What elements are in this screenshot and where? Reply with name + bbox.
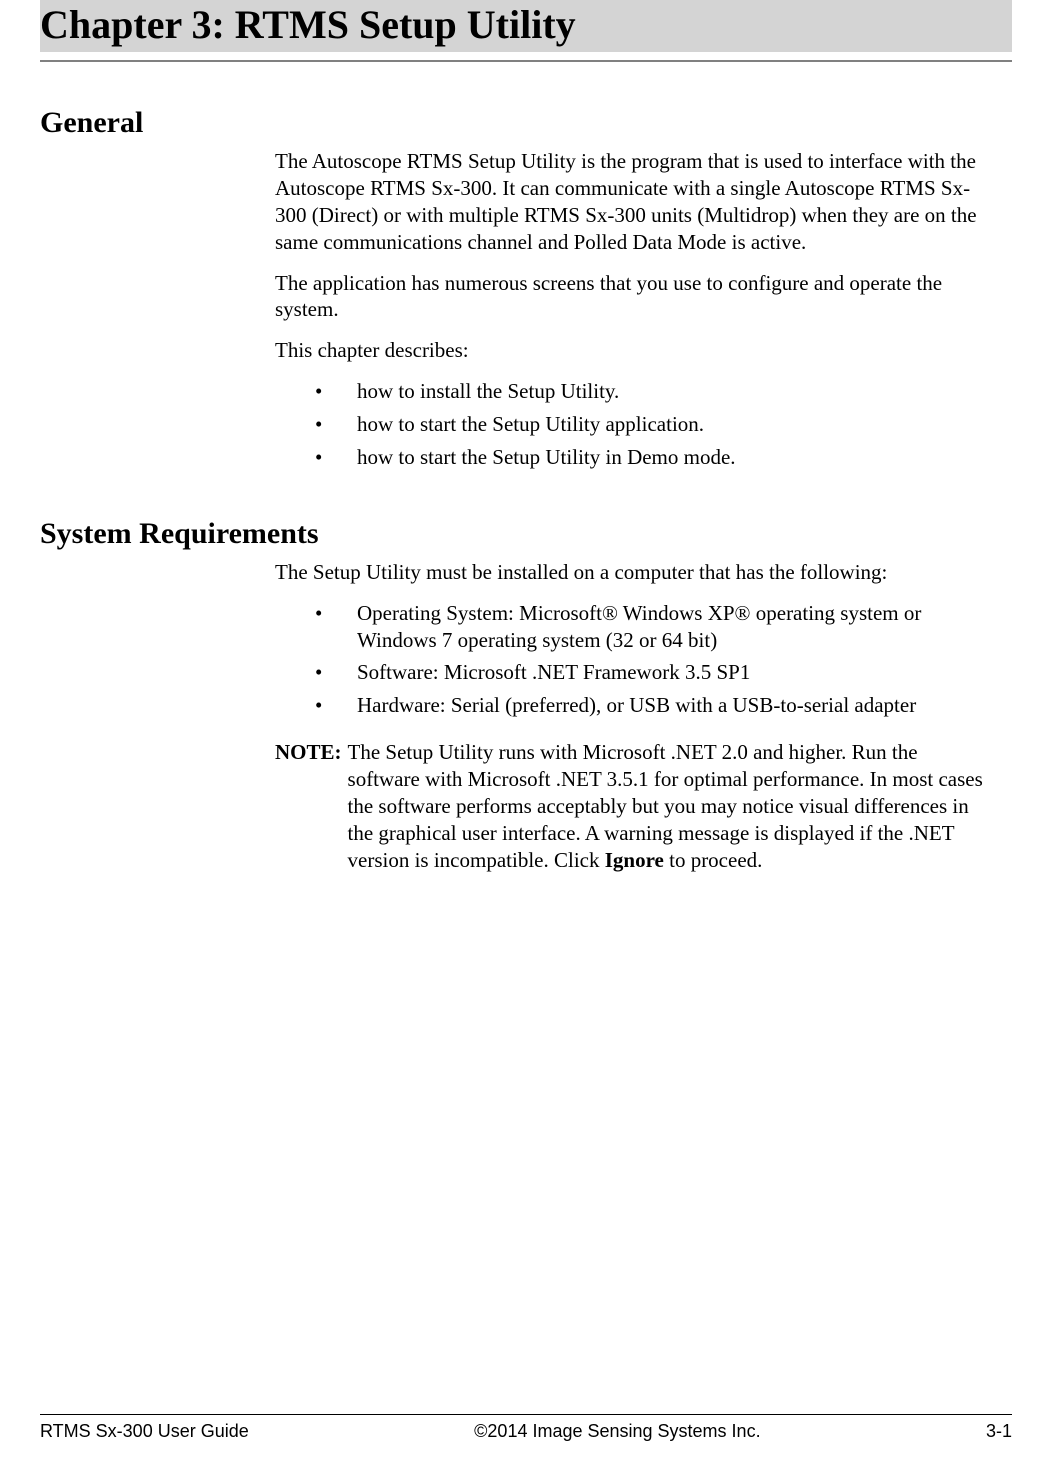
note-text-post: to proceed. [664, 848, 763, 872]
list-item: how to start the Setup Utility applicati… [315, 411, 994, 438]
general-para-3: This chapter describes: [275, 337, 994, 364]
section-heading-sysreq: System Requirements [40, 517, 1012, 551]
note-text: The Setup Utility runs with Microsoft .N… [348, 739, 994, 873]
footer-row: RTMS Sx-300 User Guide ©2014 Image Sensi… [40, 1421, 1012, 1442]
note-bold: Ignore [605, 848, 664, 872]
footer-center: ©2014 Image Sensing Systems Inc. [474, 1421, 760, 1442]
general-para-1: The Autoscope RTMS Setup Utility is the … [275, 148, 994, 256]
page-footer: RTMS Sx-300 User Guide ©2014 Image Sensi… [40, 1414, 1012, 1442]
list-item: Operating System: Microsoft® Windows XP®… [315, 600, 994, 654]
section-body-sysreq: The Setup Utility must be installed on a… [275, 559, 994, 874]
chapter-title: Chapter 3: RTMS Setup Utility [40, 0, 1012, 50]
list-item: how to install the Setup Utility. [315, 378, 994, 405]
general-para-2: The application has numerous screens tha… [275, 270, 994, 324]
footer-left: RTMS Sx-300 User Guide [40, 1421, 249, 1442]
footer-right: 3-1 [986, 1421, 1012, 1442]
chapter-title-bar: Chapter 3: RTMS Setup Utility [40, 0, 1012, 52]
title-rule [40, 60, 1012, 62]
footer-rule [40, 1414, 1012, 1415]
sysreq-bullets: Operating System: Microsoft® Windows XP®… [315, 600, 994, 720]
general-bullets: how to install the Setup Utility. how to… [315, 378, 994, 471]
page: Chapter 3: RTMS Setup Utility General Th… [0, 0, 1052, 1478]
sysreq-para-1: The Setup Utility must be installed on a… [275, 559, 994, 586]
note-label: NOTE: [275, 739, 348, 873]
list-item: Software: Microsoft .NET Framework 3.5 S… [315, 659, 994, 686]
note-block: NOTE: The Setup Utility runs with Micros… [275, 739, 994, 873]
list-item: how to start the Setup Utility in Demo m… [315, 444, 994, 471]
section-body-general: The Autoscope RTMS Setup Utility is the … [275, 148, 994, 471]
list-item: Hardware: Serial (preferred), or USB wit… [315, 692, 994, 719]
section-heading-general: General [40, 106, 1012, 140]
